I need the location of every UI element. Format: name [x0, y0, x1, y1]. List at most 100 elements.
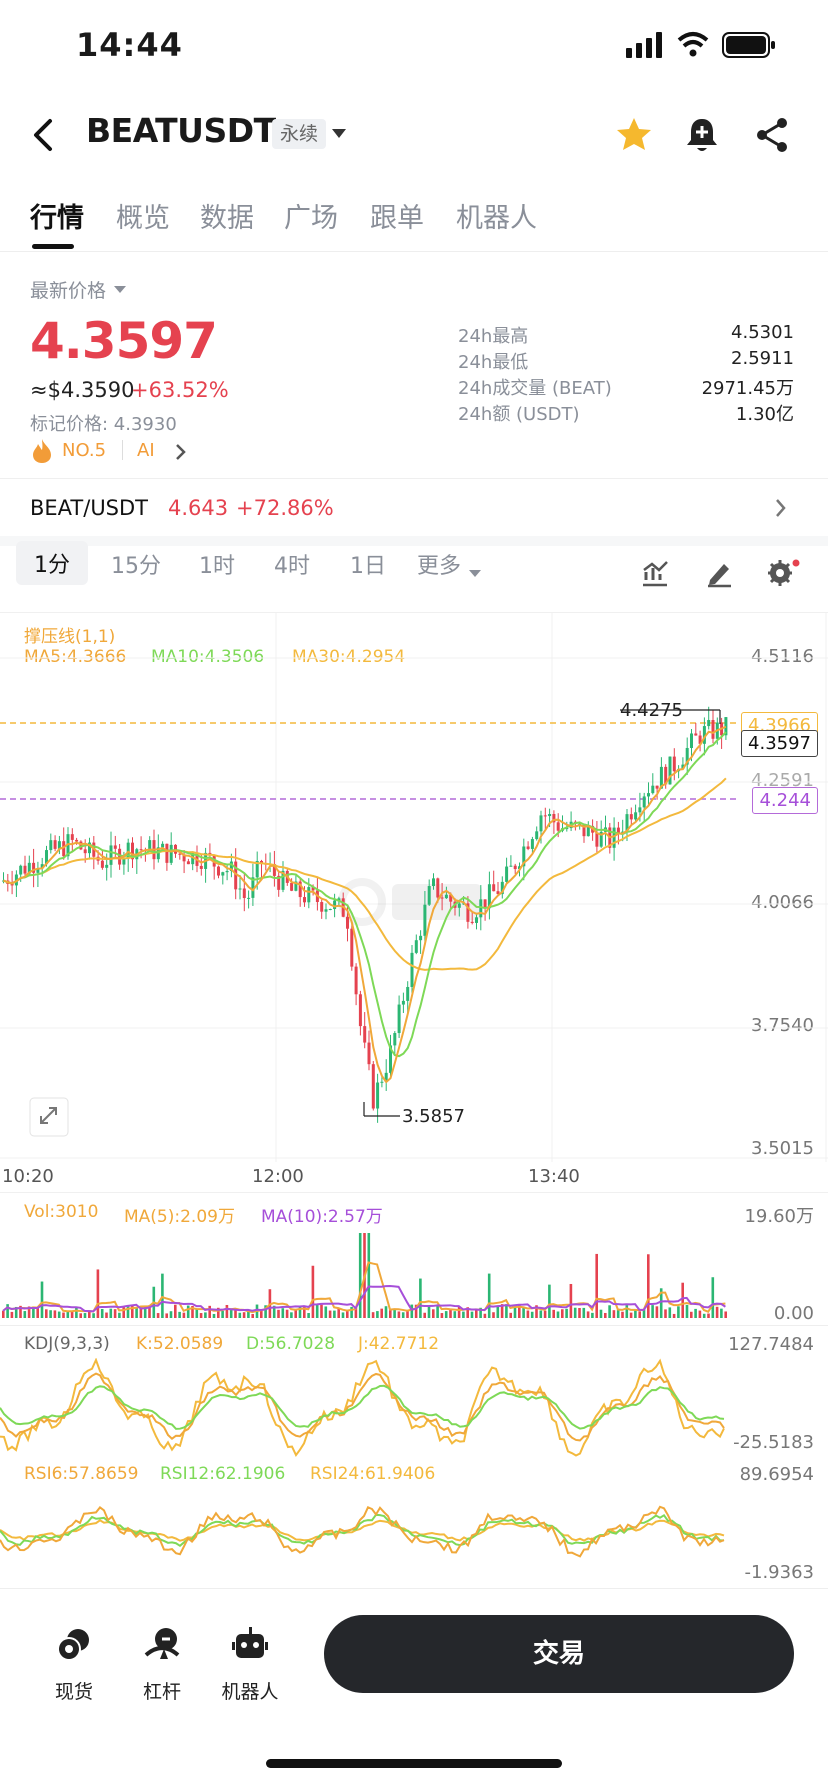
- volume-bar: [453, 1311, 457, 1318]
- candle: [664, 766, 668, 785]
- robot-icon: [232, 1627, 268, 1658]
- candle: [100, 860, 104, 868]
- interval-4h[interactable]: 4时: [274, 554, 310, 579]
- chevron-down-icon[interactable]: [332, 129, 346, 138]
- chevron-right-icon[interactable]: [174, 443, 188, 461]
- volume-bar: [668, 1307, 672, 1318]
- indicator-icon[interactable]: [640, 558, 670, 588]
- page-title[interactable]: BEATUSDT: [86, 111, 276, 150]
- bell-plus-icon[interactable]: [680, 113, 724, 157]
- candle: [277, 875, 281, 890]
- candle: [707, 720, 711, 727]
- interval-1m[interactable]: 1分: [16, 541, 88, 585]
- back-icon[interactable]: [24, 113, 68, 157]
- ma30-legend: MA30:4.2954: [292, 647, 406, 667]
- tab-data[interactable]: 数据: [200, 203, 254, 234]
- ai-tag[interactable]: AI: [137, 440, 155, 461]
- volume-axis-top: 19.60万: [744, 1206, 814, 1227]
- x-axis-label: 13:40: [528, 1166, 580, 1187]
- volume-bar: [186, 1305, 190, 1318]
- volume-bar: [346, 1311, 349, 1318]
- kdj-title: KDJ(9,3,3): [24, 1334, 110, 1354]
- candle: [444, 894, 448, 899]
- nav-margin-label: 杠杆: [142, 1681, 181, 1703]
- candle: [45, 850, 48, 865]
- volume-bar: [724, 1311, 727, 1318]
- volume-bar: [449, 1308, 452, 1318]
- nav-bot[interactable]: 机器人: [208, 1625, 292, 1704]
- draw-pencil-icon[interactable]: [704, 558, 734, 588]
- tab-overview[interactable]: 概览: [116, 203, 170, 234]
- divider: [122, 440, 123, 460]
- candle: [221, 872, 225, 876]
- rank-badge[interactable]: NO.5: [62, 440, 107, 461]
- volume-bar: [397, 1311, 401, 1318]
- volume-bar: [711, 1277, 715, 1318]
- volume-bar: [212, 1313, 216, 1318]
- volume-bar: [479, 1307, 482, 1318]
- contract-type-badge[interactable]: 永续: [272, 119, 327, 149]
- volume-bar: [156, 1313, 160, 1318]
- volume-bar: [79, 1313, 82, 1318]
- tab-bot[interactable]: 机器人: [456, 203, 537, 234]
- volume-bar: [49, 1310, 52, 1318]
- tab-copy-trade[interactable]: 跟单: [370, 203, 424, 234]
- volume-bar: [32, 1306, 35, 1318]
- candle: [436, 878, 440, 898]
- candle: [659, 766, 663, 789]
- candle: [27, 862, 31, 874]
- rsi6-legend: RSI6:57.8659: [24, 1464, 139, 1484]
- kdj-k: K:52.0589: [136, 1334, 224, 1354]
- candle: [333, 900, 337, 910]
- interval-1d[interactable]: 1日: [350, 554, 386, 579]
- candle: [139, 849, 143, 851]
- candle: [23, 865, 27, 874]
- volume-bar: [66, 1311, 70, 1318]
- spot-pair-row[interactable]: BEAT/USDT 4.643 +72.86%: [0, 480, 828, 536]
- status-bar: 14:44: [0, 0, 828, 90]
- tab-market[interactable]: 行情: [30, 203, 84, 234]
- wifi-icon: [677, 32, 709, 57]
- volume-bar: [100, 1308, 104, 1318]
- candle: [427, 886, 431, 905]
- volume-chart: [2, 1233, 727, 1318]
- nav-spot[interactable]: 现货: [32, 1625, 116, 1704]
- candle: [105, 864, 109, 868]
- candle: [389, 1045, 392, 1073]
- volume-bar: [178, 1311, 181, 1318]
- interval-more[interactable]: 更多: [417, 554, 462, 579]
- chevron-down-icon[interactable]: [114, 286, 126, 293]
- settings-gear-icon[interactable]: [766, 558, 800, 588]
- section-gap: [0, 536, 828, 546]
- volume-bar: [410, 1304, 414, 1318]
- volume-bar: [264, 1305, 267, 1318]
- volume-bar: [320, 1304, 323, 1318]
- chevron-down-icon[interactable]: [469, 570, 481, 577]
- price-chart[interactable]: [0, 612, 828, 1162]
- candle: [475, 917, 478, 923]
- volume-bar: [616, 1309, 620, 1318]
- tab-square[interactable]: 广场: [284, 203, 338, 234]
- interval-1h[interactable]: 1时: [199, 554, 235, 579]
- trade-button[interactable]: 交易: [324, 1615, 794, 1693]
- volume-bar: [475, 1310, 478, 1318]
- candle: [621, 831, 625, 833]
- volume-bar: [324, 1306, 328, 1318]
- chevron-right-icon[interactable]: [774, 498, 788, 518]
- candle: [229, 861, 233, 871]
- volume-bar: [573, 1307, 577, 1318]
- spot-pair: BEAT/USDT: [30, 496, 149, 520]
- candle: [397, 1004, 401, 1034]
- ma30-line: [3, 777, 727, 971]
- share-icon[interactable]: [750, 113, 794, 157]
- candle: [272, 864, 276, 876]
- nav-margin[interactable]: 杠杆: [120, 1625, 204, 1704]
- volume-bar: [225, 1304, 229, 1318]
- star-icon[interactable]: [612, 113, 656, 157]
- y-axis-label: 4.2591: [751, 770, 814, 791]
- volume-bar: [109, 1308, 113, 1318]
- candle: [113, 845, 117, 849]
- interval-15m[interactable]: 15分: [111, 554, 161, 579]
- candle: [526, 846, 530, 849]
- candle: [294, 881, 298, 891]
